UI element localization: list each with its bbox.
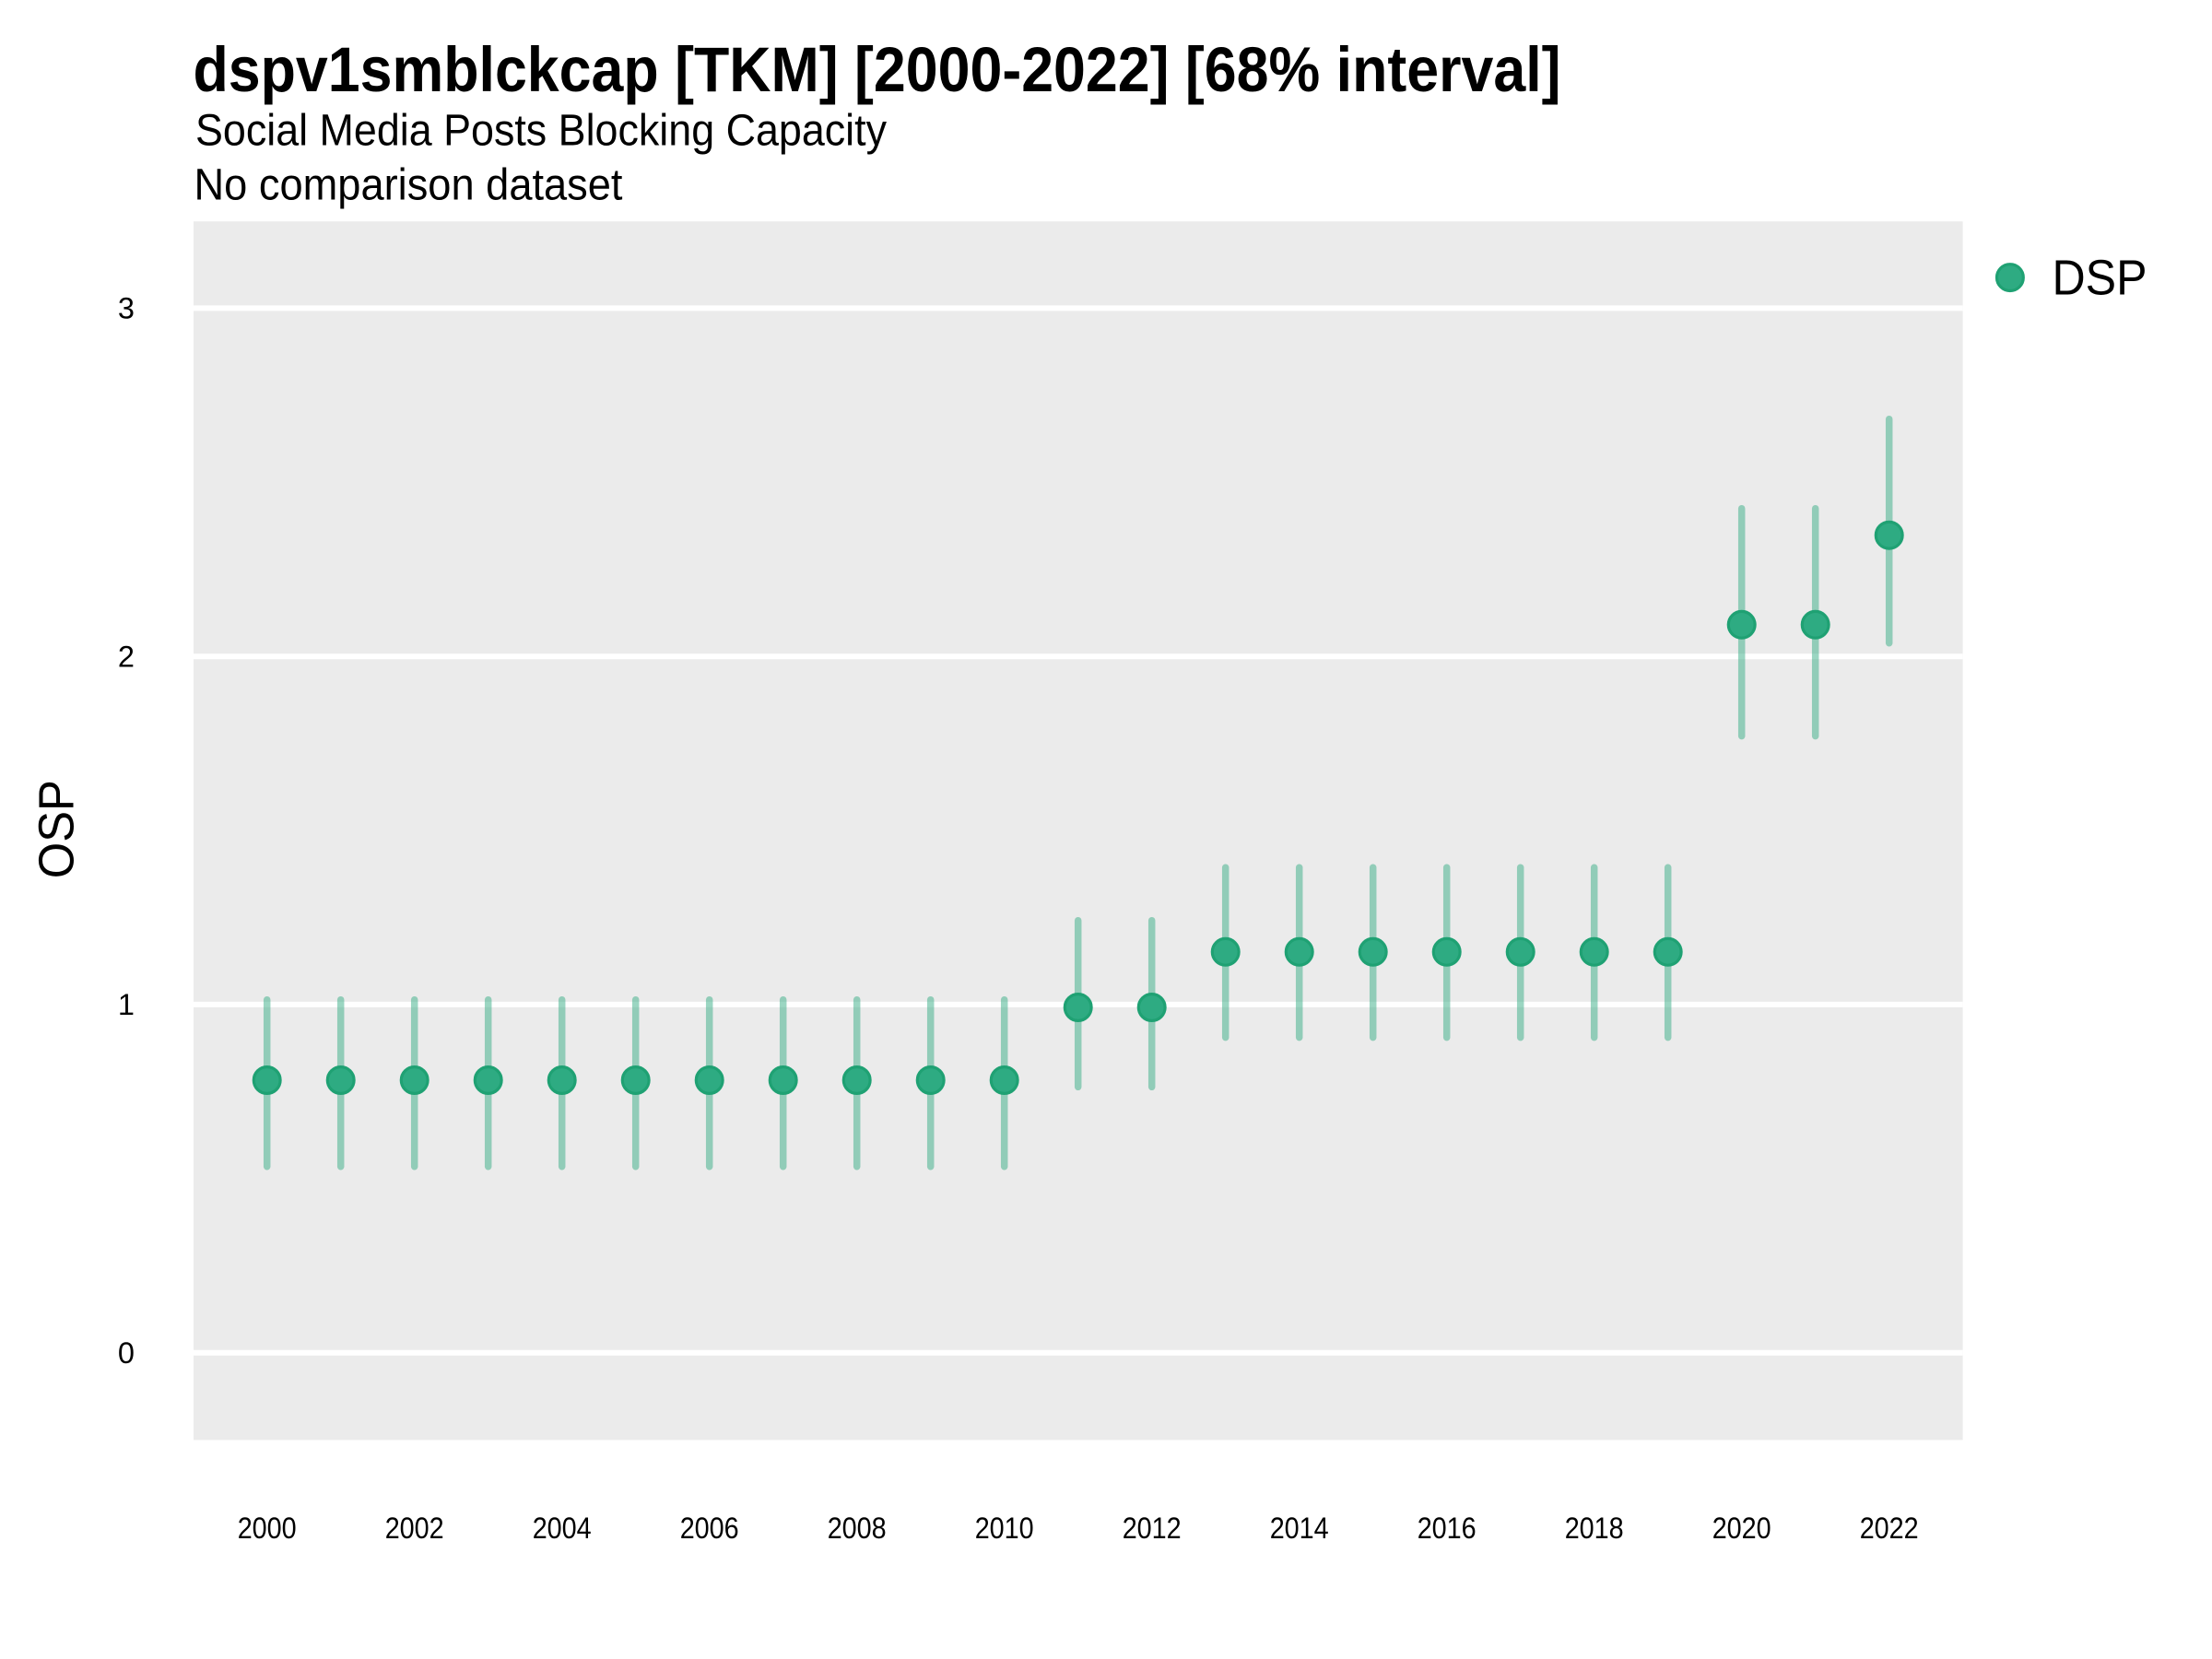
svg-text:2010: 2010 xyxy=(975,1512,1034,1545)
svg-text:2: 2 xyxy=(118,640,135,673)
svg-text:2014: 2014 xyxy=(1270,1512,1329,1545)
svg-text:No comparison dataset: No comparison dataset xyxy=(194,161,623,210)
svg-text:2016: 2016 xyxy=(1418,1512,1477,1545)
svg-text:DSP: DSP xyxy=(2053,251,2147,306)
svg-text:2008: 2008 xyxy=(828,1512,887,1545)
svg-text:3: 3 xyxy=(118,292,135,325)
svg-text:2002: 2002 xyxy=(385,1512,444,1545)
svg-text:2004: 2004 xyxy=(533,1512,592,1545)
svg-text:0: 0 xyxy=(118,1336,135,1370)
svg-text:2000: 2000 xyxy=(238,1512,297,1545)
svg-text:2006: 2006 xyxy=(680,1512,739,1545)
svg-text:dspv1smblckcap [TKM] [2000-202: dspv1smblckcap [TKM] [2000-2022] [68% in… xyxy=(194,34,1561,105)
svg-text:2018: 2018 xyxy=(1565,1512,1624,1545)
svg-text:2020: 2020 xyxy=(1712,1512,1771,1545)
svg-text:2012: 2012 xyxy=(1123,1512,1182,1545)
svg-text:2022: 2022 xyxy=(1860,1512,1919,1545)
svg-text:1: 1 xyxy=(118,988,135,1021)
svg-text:Social Media Posts Blocking Ca: Social Media Posts Blocking Capacity xyxy=(195,107,887,156)
svg-text:OSP: OSP xyxy=(29,780,84,878)
